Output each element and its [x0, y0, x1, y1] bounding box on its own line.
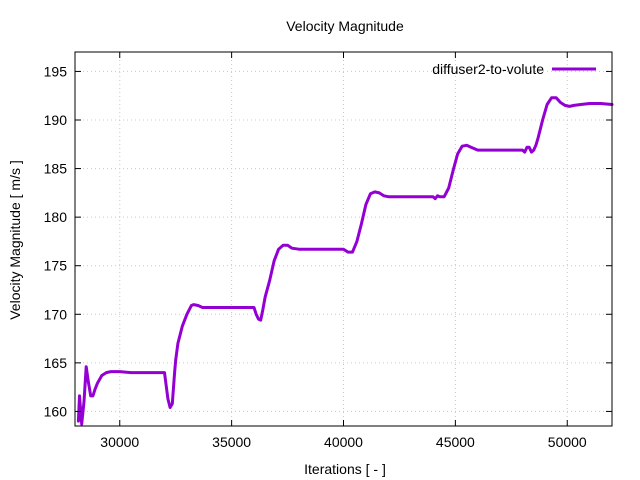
y-tick-label: 160 [44, 403, 68, 419]
y-tick-label: 175 [44, 258, 68, 274]
y-tick-label: 195 [44, 63, 68, 79]
x-tick-label: 35000 [212, 434, 251, 450]
y-tick-label: 185 [44, 161, 68, 177]
x-tick-label: 40000 [324, 434, 363, 450]
x-axis-label: Iterations [ - ] [304, 461, 386, 477]
legend: diffuser2-to-volute [432, 61, 596, 77]
x-tick-label: 50000 [548, 434, 587, 450]
y-tick-label: 165 [44, 355, 68, 371]
series-layer [76, 96, 614, 426]
series-line-diffuser2-to-volute [76, 96, 614, 426]
y-tick-label: 190 [44, 112, 68, 128]
x-tick-label: 45000 [436, 434, 475, 450]
tick-labels: 30000 35000 40000 45000 50000 160 165 170 175 180… [44, 63, 587, 450]
axis-ticks [75, 52, 612, 426]
chart-title: Velocity Magnitude [286, 18, 404, 34]
y-tick-label: 170 [44, 306, 68, 322]
x-tick-label: 30000 [100, 434, 139, 450]
grid [75, 52, 612, 426]
y-tick-label: 180 [44, 209, 68, 225]
y-axis-label: Velocity Magnitude [ m/s ] [7, 160, 23, 320]
legend-label: diffuser2-to-volute [432, 61, 544, 77]
